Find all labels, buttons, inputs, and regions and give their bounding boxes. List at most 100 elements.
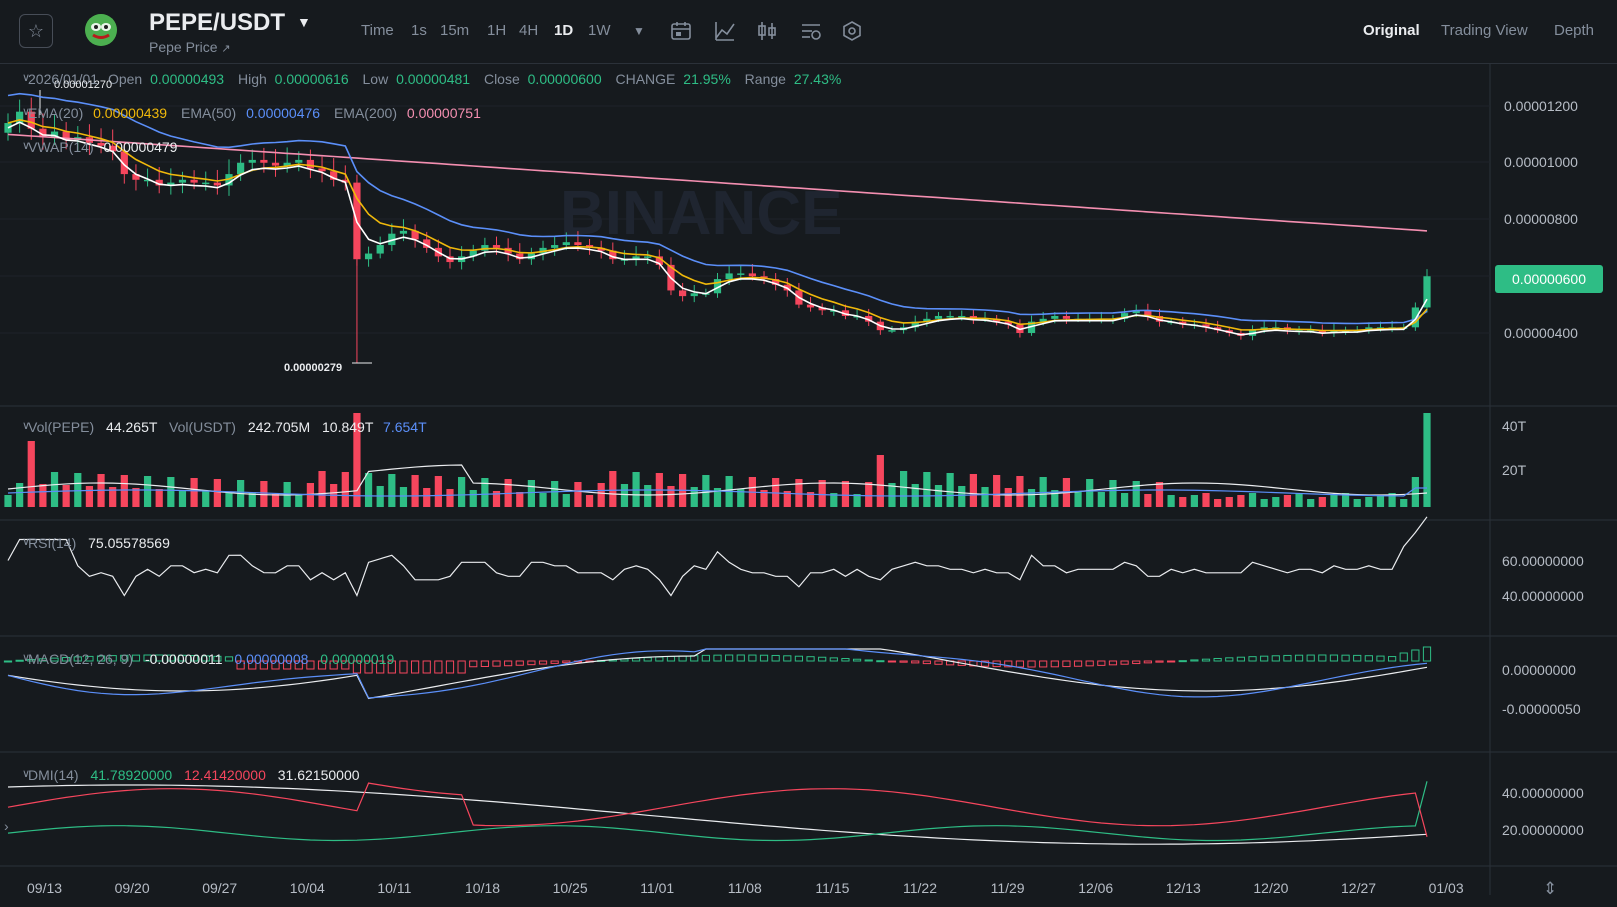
candle-body xyxy=(364,253,373,260)
timeframe-1d[interactable]: 1D xyxy=(554,22,574,39)
date-axis-label: 10/04 xyxy=(289,880,325,896)
macd-hist-bar xyxy=(422,660,431,674)
hexagon-settings-icon[interactable] xyxy=(841,20,863,42)
candle xyxy=(376,236,384,259)
volume-bar xyxy=(271,494,280,507)
volume-bar xyxy=(143,476,152,507)
candle-body xyxy=(492,245,501,248)
timeframe-1s[interactable]: 1s xyxy=(411,22,427,39)
volume-bar xyxy=(644,485,652,507)
indicator-icon[interactable] xyxy=(714,20,736,42)
volume-bar xyxy=(609,471,617,507)
volume-bar xyxy=(248,493,256,507)
timeframe-more-icon[interactable]: ▼ xyxy=(633,24,645,38)
candle-body xyxy=(516,253,524,260)
candle-body xyxy=(167,182,175,186)
candle-body xyxy=(388,233,396,246)
macd-hist-bar xyxy=(387,660,396,674)
volume-bar xyxy=(1155,482,1164,507)
volume-bar xyxy=(1400,499,1408,507)
rsi-label: RSI(14) xyxy=(28,535,77,551)
collapse-ohlc-icon[interactable]: ∨ xyxy=(22,72,31,84)
volume-bar xyxy=(1016,476,1024,507)
timeframe-1w[interactable]: 1W xyxy=(588,22,611,39)
candle-body xyxy=(993,318,1001,322)
pair-title[interactable]: PEPE/USDT xyxy=(149,9,286,36)
candle xyxy=(411,224,419,248)
macd-hist-bar xyxy=(306,660,315,670)
volume-bar xyxy=(1388,493,1396,507)
macd-hist-bar xyxy=(1306,654,1315,662)
macd-hist-bar xyxy=(678,655,687,662)
candle xyxy=(481,237,489,257)
volume-bar xyxy=(1260,499,1268,507)
view-depth-tab[interactable]: Depth xyxy=(1554,22,1595,39)
macd-hist-bar xyxy=(1248,656,1257,662)
macd-hist-bar xyxy=(15,659,24,662)
collapse-volume-icon[interactable]: ∨ xyxy=(22,420,31,432)
collapse-macd-icon[interactable]: ∨ xyxy=(22,652,31,664)
price-axis-label: 0.00001000 xyxy=(1504,154,1578,170)
candle xyxy=(237,154,245,181)
pepe-logo-icon xyxy=(85,14,117,46)
pair-dropdown-icon[interactable]: ▼ xyxy=(297,14,311,30)
candle-body xyxy=(958,315,966,318)
macd-hist-bar xyxy=(3,660,13,663)
volume-bar xyxy=(1120,493,1129,507)
candle-body xyxy=(644,256,652,258)
volume-bar xyxy=(795,479,803,507)
fit-vertical-icon[interactable]: ⇕ xyxy=(1543,879,1558,898)
favorite-star-icon[interactable]: ☆ xyxy=(19,14,53,48)
candle-body xyxy=(39,128,47,138)
candle-body xyxy=(481,245,489,251)
candle-body xyxy=(248,159,256,163)
volume-bar xyxy=(62,485,70,507)
open-value: 0.00000493 xyxy=(150,71,225,87)
change-value: 21.95% xyxy=(683,71,731,87)
date-axis-label: 12/13 xyxy=(1165,880,1201,896)
macd-hist-bar xyxy=(713,654,722,662)
chart-canvas[interactable]: BINANCE xyxy=(0,64,1617,907)
ohlc-legend: ∨ 2026/01/01 Open 0.00000493 High 0.0000… xyxy=(22,71,841,87)
collapse-dmi-icon[interactable]: ∨ xyxy=(22,768,31,780)
macd-legend: ∨ MACD(12, 26, 9) -0.00000011 0.00000008… xyxy=(22,651,394,667)
timeframe-1h[interactable]: 1H xyxy=(487,22,507,39)
macd-hist-bar xyxy=(1132,660,1141,665)
price-axis-label: 0.00000800 xyxy=(1504,211,1578,227)
volume-bar xyxy=(574,482,582,507)
candle-body xyxy=(1155,315,1164,322)
timeframe-4h[interactable]: 4H xyxy=(519,22,539,39)
view-trading-view-tab[interactable]: Trading View xyxy=(1441,22,1528,39)
candle-body xyxy=(748,273,756,277)
macd-hist-bar xyxy=(806,656,815,662)
collapse-vwap-icon[interactable]: ∨ xyxy=(22,140,31,152)
calendar-icon[interactable] xyxy=(670,20,692,42)
pair-subtitle[interactable]: Pepe Price ↗ xyxy=(149,39,231,55)
dmi-adx-value: 31.62150000 xyxy=(277,767,360,783)
volume-bar xyxy=(1365,497,1373,507)
candle xyxy=(1120,308,1129,323)
macd-hist-bar xyxy=(1062,660,1071,668)
timeframe-time[interactable]: Time xyxy=(361,22,394,39)
volume-bar xyxy=(1074,491,1082,507)
candle xyxy=(655,249,663,270)
candle xyxy=(132,164,140,191)
macd-hist-bar xyxy=(178,654,187,662)
collapse-rsi-icon[interactable]: ∨ xyxy=(22,536,31,548)
view-original-tab[interactable]: Original xyxy=(1363,22,1420,39)
macd-hist-bar xyxy=(329,660,338,670)
volume-bar xyxy=(1027,489,1036,507)
macd-hist-bar xyxy=(283,660,292,670)
candle-body xyxy=(1062,315,1071,319)
macd-hist-bar xyxy=(213,655,222,662)
macd-hist-bar xyxy=(1178,660,1187,663)
date-axis-label: 01/03 xyxy=(1428,880,1464,896)
expand-panel-icon[interactable]: › xyxy=(4,818,9,834)
collapse-ema-icon[interactable]: ∨ xyxy=(22,106,31,118)
timeframe-15m[interactable]: 15m xyxy=(440,22,470,39)
macd-hist-bar xyxy=(1225,657,1234,662)
candle-type-icon[interactable] xyxy=(756,20,778,42)
dmi-pdi-line xyxy=(7,781,1428,842)
candle xyxy=(330,158,338,187)
settings-list-icon[interactable] xyxy=(800,20,822,42)
